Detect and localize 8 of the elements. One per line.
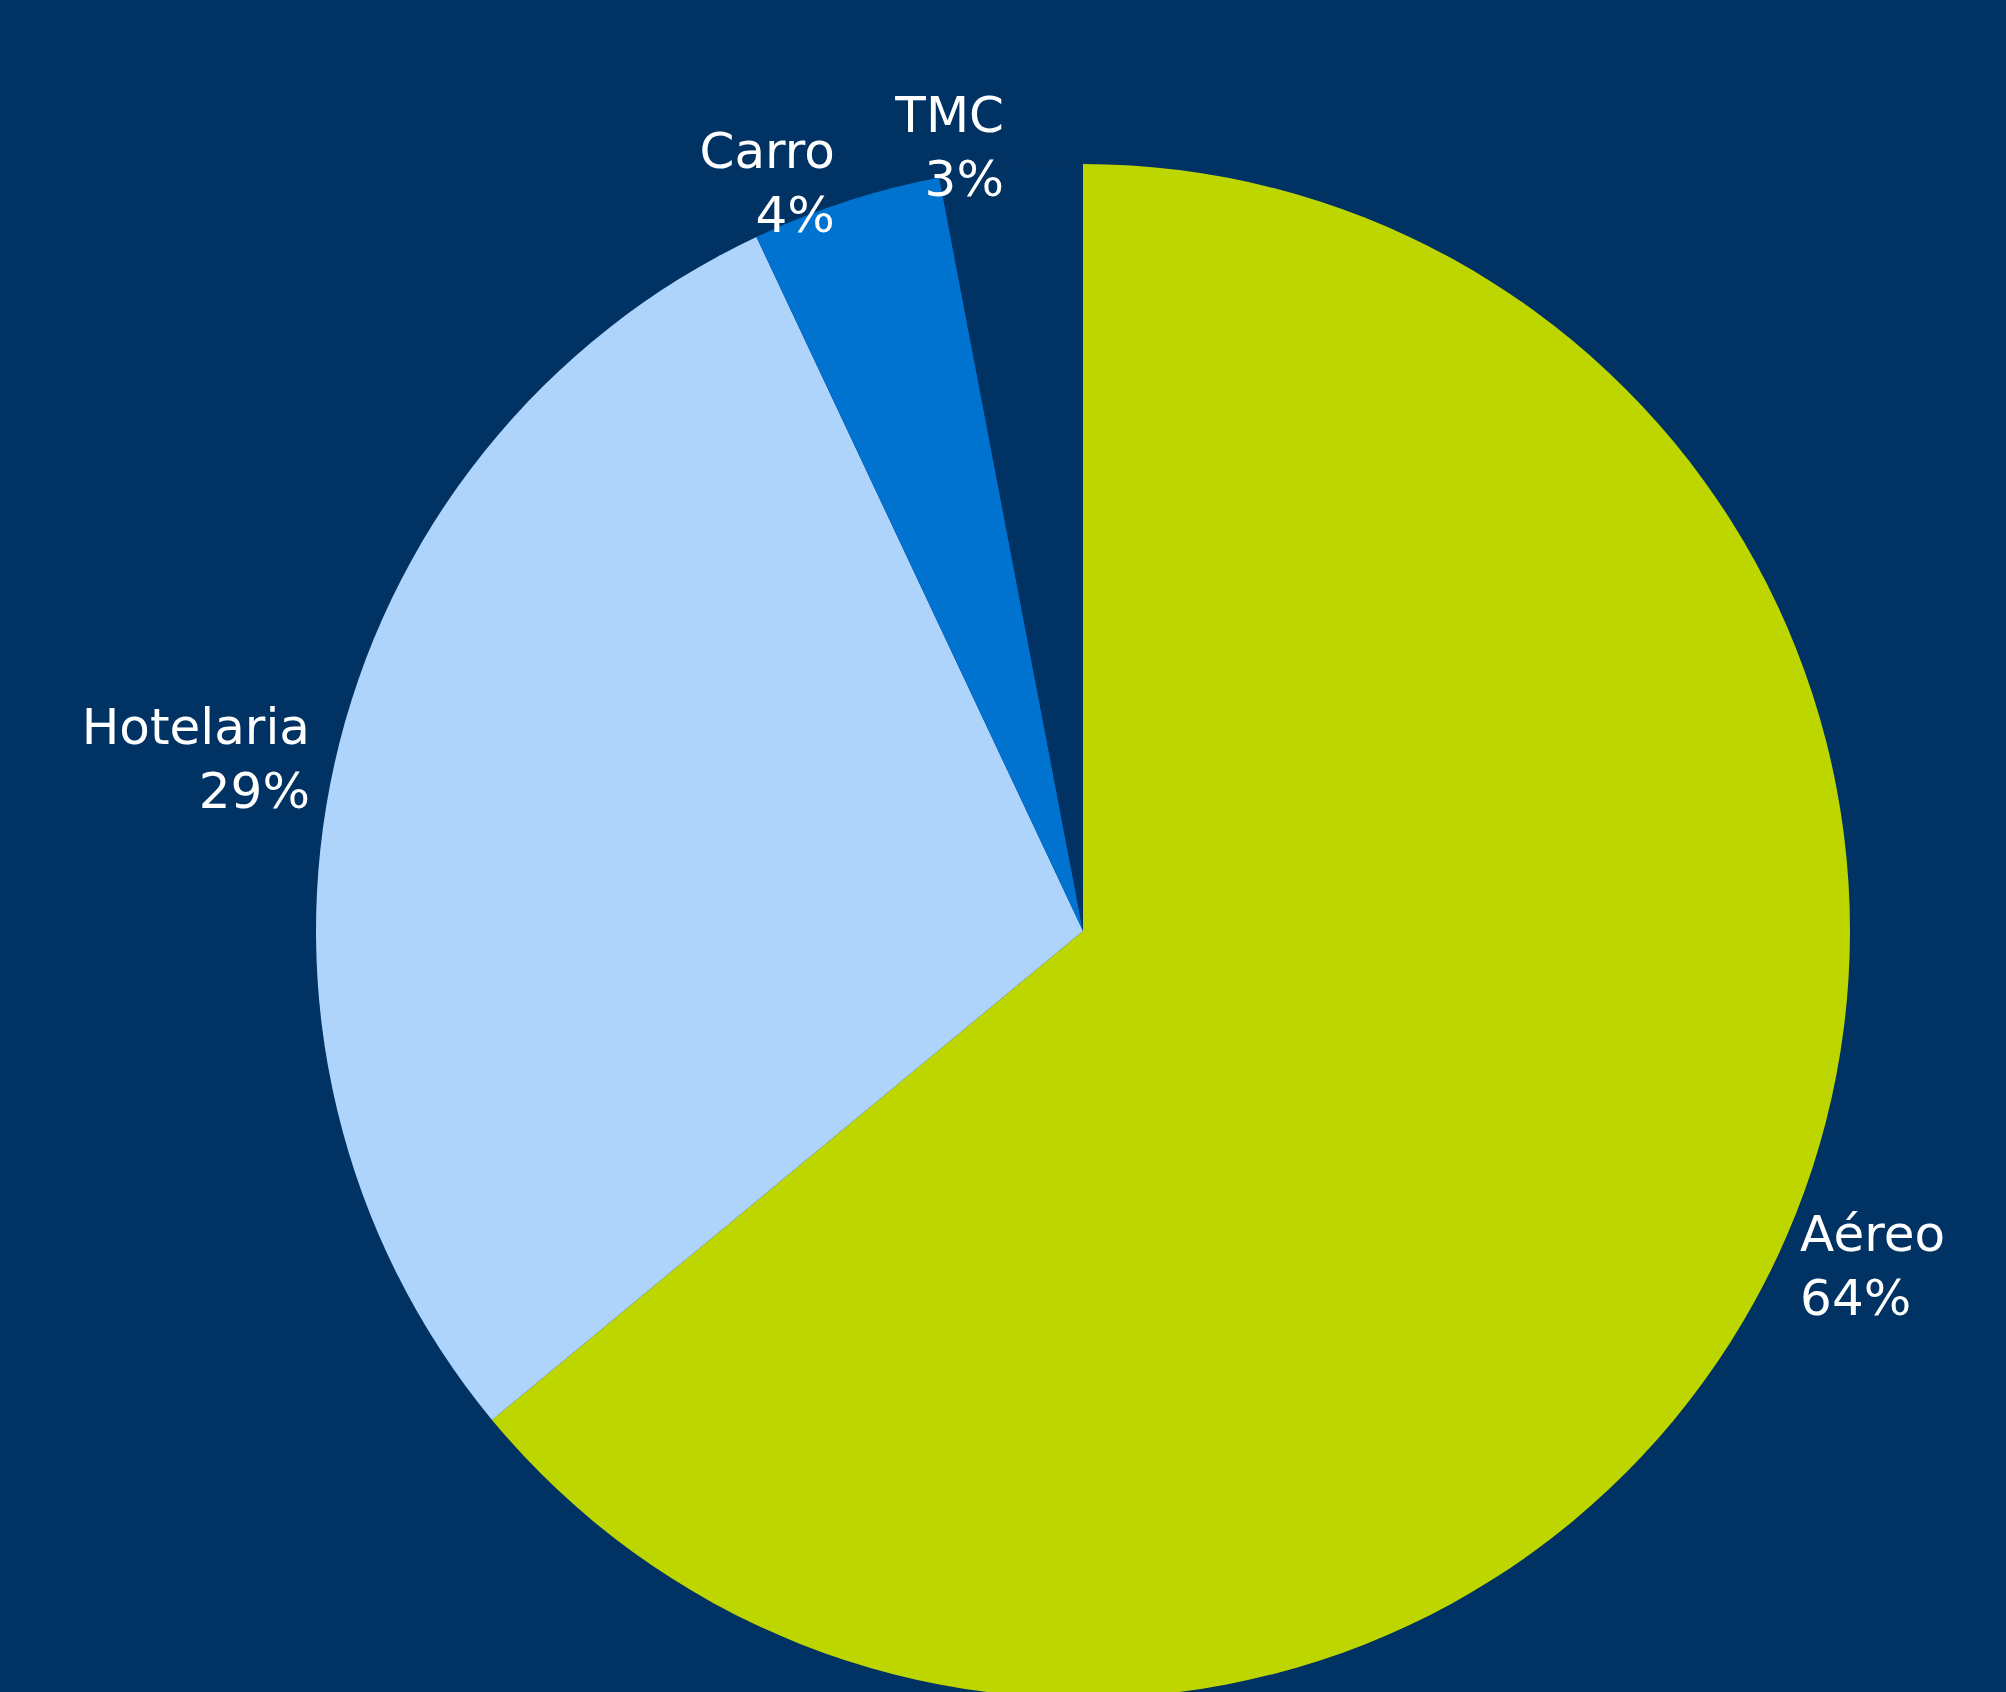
- slice-label: Carro: [699, 121, 835, 180]
- slice-label: Hotelaria: [81, 698, 310, 757]
- slice-label: TMC: [894, 86, 1004, 145]
- data-label: 29%: [198, 762, 310, 821]
- data-label: 3%: [924, 150, 1004, 209]
- slice-label: Aéreo: [1800, 1205, 1946, 1264]
- data-label: 64%: [1800, 1269, 1912, 1328]
- data-label: 4%: [755, 185, 835, 244]
